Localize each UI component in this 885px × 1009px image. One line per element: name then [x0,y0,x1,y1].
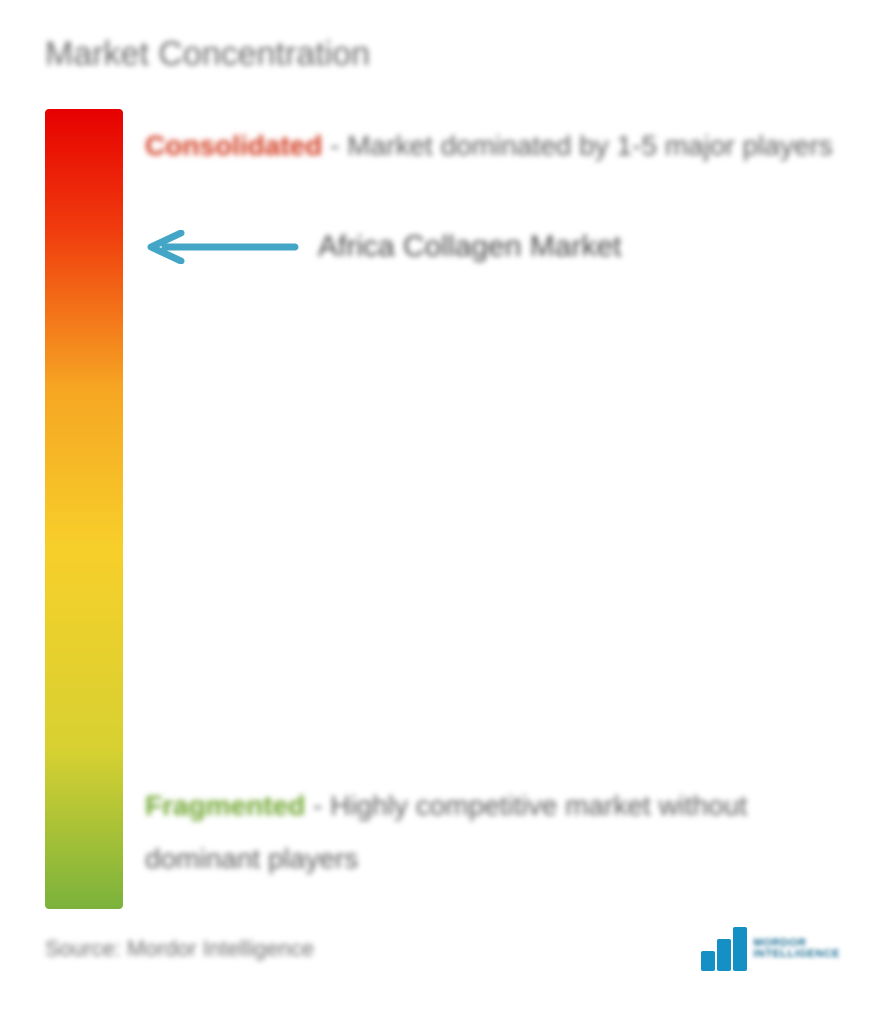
labels-column: Consolidated - Market dominated by 1-5 m… [145,109,840,909]
chart-title: Market Concentration [45,35,840,74]
fragmented-keyword: Fragmented [145,790,305,821]
body-row: Consolidated - Market dominated by 1-5 m… [45,109,840,909]
arrow-icon [145,230,300,264]
footer: Source: Mordor Intelligence MORDOR INTEL… [45,927,840,971]
consolidated-description: - Market dominated by 1-5 major players [330,130,833,161]
infographic-container: Market Concentration Consolidated - Mark… [0,0,885,1009]
concentration-gradient-bar [45,109,123,909]
brand-logo: MORDOR INTELLIGENCE [701,927,840,971]
source-attribution: Source: Mordor Intelligence [45,936,314,962]
market-name-label: Africa Collagen Market [318,230,621,264]
logo-line2: INTELLIGENCE [753,949,840,960]
fragmented-label: Fragmented - Highly competitive market w… [145,779,840,885]
consolidated-keyword: Consolidated [145,130,322,161]
logo-text: MORDOR INTELLIGENCE [753,938,840,960]
consolidated-label: Consolidated - Market dominated by 1-5 m… [145,119,840,172]
market-position-marker: Africa Collagen Market [145,230,621,264]
logo-bars-icon [701,927,747,971]
